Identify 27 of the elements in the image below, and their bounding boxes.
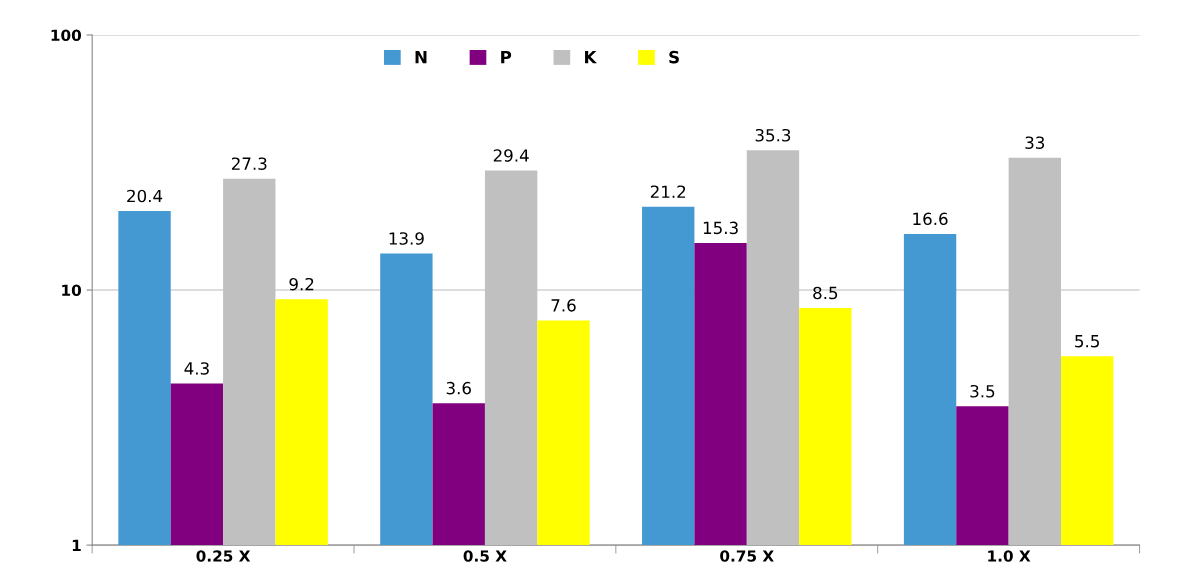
data-label: 16.6 [913, 212, 948, 226]
legend-label: N [415, 51, 427, 64]
data-label: 21.2 [650, 185, 686, 198]
data-label: 4.3 [184, 362, 209, 375]
data-label: 3.5 [970, 384, 995, 398]
data-label: 3.6 [446, 381, 471, 395]
data-label: 27.3 [231, 157, 267, 171]
data-label: 8.5 [813, 286, 838, 300]
x-tick-label: 1.0 X [988, 550, 1031, 562]
legend-label: P [501, 51, 512, 64]
x-tick-label: 0.5 X [463, 550, 507, 562]
y-tick-label: 100 [51, 29, 82, 41]
data-label: 5.5 [1075, 335, 1099, 348]
data-label: 29.4 [493, 149, 529, 162]
y-tick-label: 10 [62, 284, 82, 297]
x-tick-label: 0.75 X [720, 550, 774, 562]
data-label: 20.4 [127, 189, 163, 203]
data-label: 35.3 [755, 128, 791, 142]
legend-label: S [669, 50, 679, 64]
data-label: 7.6 [551, 299, 576, 312]
data-label: 15.3 [703, 221, 738, 235]
data-label: 9.2 [289, 277, 314, 291]
data-label: 33 [1025, 136, 1045, 149]
data-label: 13.9 [389, 232, 424, 245]
legend-label: K [585, 51, 597, 64]
y-tick-label: 1 [72, 539, 81, 551]
x-tick-label: 0.25 X [196, 550, 251, 562]
